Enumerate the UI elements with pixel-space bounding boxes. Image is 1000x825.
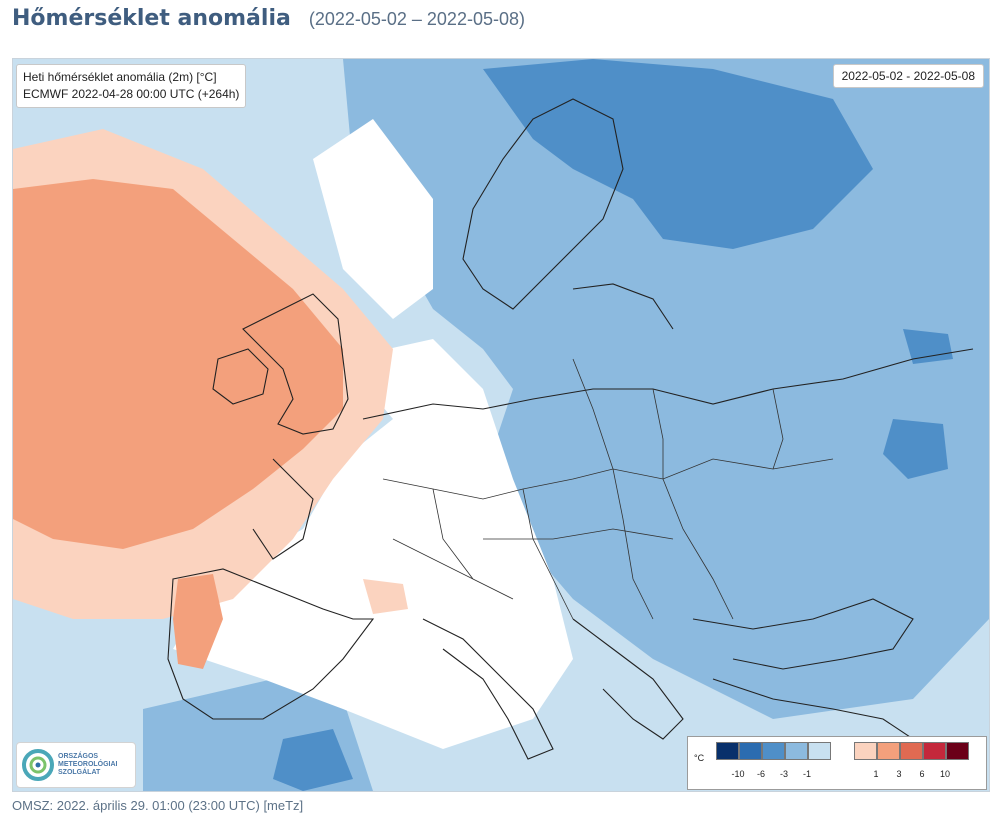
legend-label-warm-1: 1 [873,769,879,779]
legend-swatch-warm-1 [854,742,877,760]
legend-label-warm-4: 10 [939,769,950,779]
balkans-outline [572,618,684,740]
legend-swatch-cold-2 [739,742,762,760]
map-info-line2: ECMWF 2022-04-28 00:00 UTC (+264h) [23,87,240,101]
anomaly-field-mid-blue-north [483,59,873,249]
anomaly-field-france-warm [363,579,408,614]
map-info-line1: Heti hőmérséklet anomália (2m) [°C] [23,70,217,84]
anomaly-map[interactable] [12,58,990,792]
footer-credit: OMSZ: 2022. április 29. 01:00 (23:00 UTC… [12,798,304,813]
legend-swatch-warm-5 [946,742,969,760]
ireland-outline [212,348,269,405]
omsz-logo-icon [22,749,54,781]
anomaly-field-neutral [173,339,573,749]
legend-swatch-warm-4 [923,742,946,760]
map-svg [13,59,989,791]
italy-outline [422,618,554,760]
france-west-coast [252,458,314,560]
legend-unit: °C [694,753,705,763]
omsz-logo[interactable]: ORSZÁGOS METEOROLÓGIAI SZOLGÁLAT [16,742,136,788]
logo-line-2: METEOROLÓGIAI [58,761,118,768]
legend-label-cold-1: -10 [731,769,745,779]
scandinavia-outline [462,98,624,310]
black-sea-outline [692,598,914,670]
legend-swatch-warm-2 [877,742,900,760]
anomaly-field-blue [343,59,989,719]
legend-label-cold-2: -6 [756,769,765,779]
great-britain-outline [242,293,349,435]
title-row: Hőmérséklet anomália (2022-05-02 – 2022-… [12,6,525,42]
anomaly-field-mid-blue-east2 [903,329,953,364]
logo-line-3: SZOLGÁLAT [58,769,101,776]
page-title: Hőmérséklet anomália [12,6,291,31]
legend-label-cold-4: -1 [802,769,811,779]
date-range: (2022-05-02 – 2022-05-08) [308,9,525,29]
country-borders [382,358,834,620]
legend-label-warm-2: 3 [896,769,902,779]
color-legend: °C -10 -6 -3 -1 1 3 6 10 [687,736,987,790]
legend-label-warm-3: 6 [919,769,925,779]
anomaly-field-mid-blue-south [273,729,353,791]
anomaly-field-iberia [173,574,223,669]
period-label: 2022-05-02 - 2022-05-08 [832,64,984,88]
anomaly-field-mid-blue-east [883,419,948,479]
logo-line-1: ORSZÁGOS [58,753,99,760]
omsz-logo-text: ORSZÁGOS METEOROLÓGIAI SZOLGÁLAT [58,753,118,777]
legend-label-cold-3: -3 [779,769,788,779]
baltic-outline [572,283,674,330]
legend-swatch-cold-3 [762,742,785,760]
anomaly-field-neutral-north [313,119,433,319]
anomaly-field-orange [13,179,343,549]
map-info-box: Heti hőmérséklet anomália (2m) [°C] ECMW… [16,64,247,108]
iberia-outline [167,568,375,720]
legend-swatch-warm-3 [900,742,923,760]
legend-swatch-cold-1 [716,742,739,760]
legend-swatch-cold-5 [808,742,831,760]
coastlines [167,98,974,760]
legend-swatch-cold-4 [785,742,808,760]
